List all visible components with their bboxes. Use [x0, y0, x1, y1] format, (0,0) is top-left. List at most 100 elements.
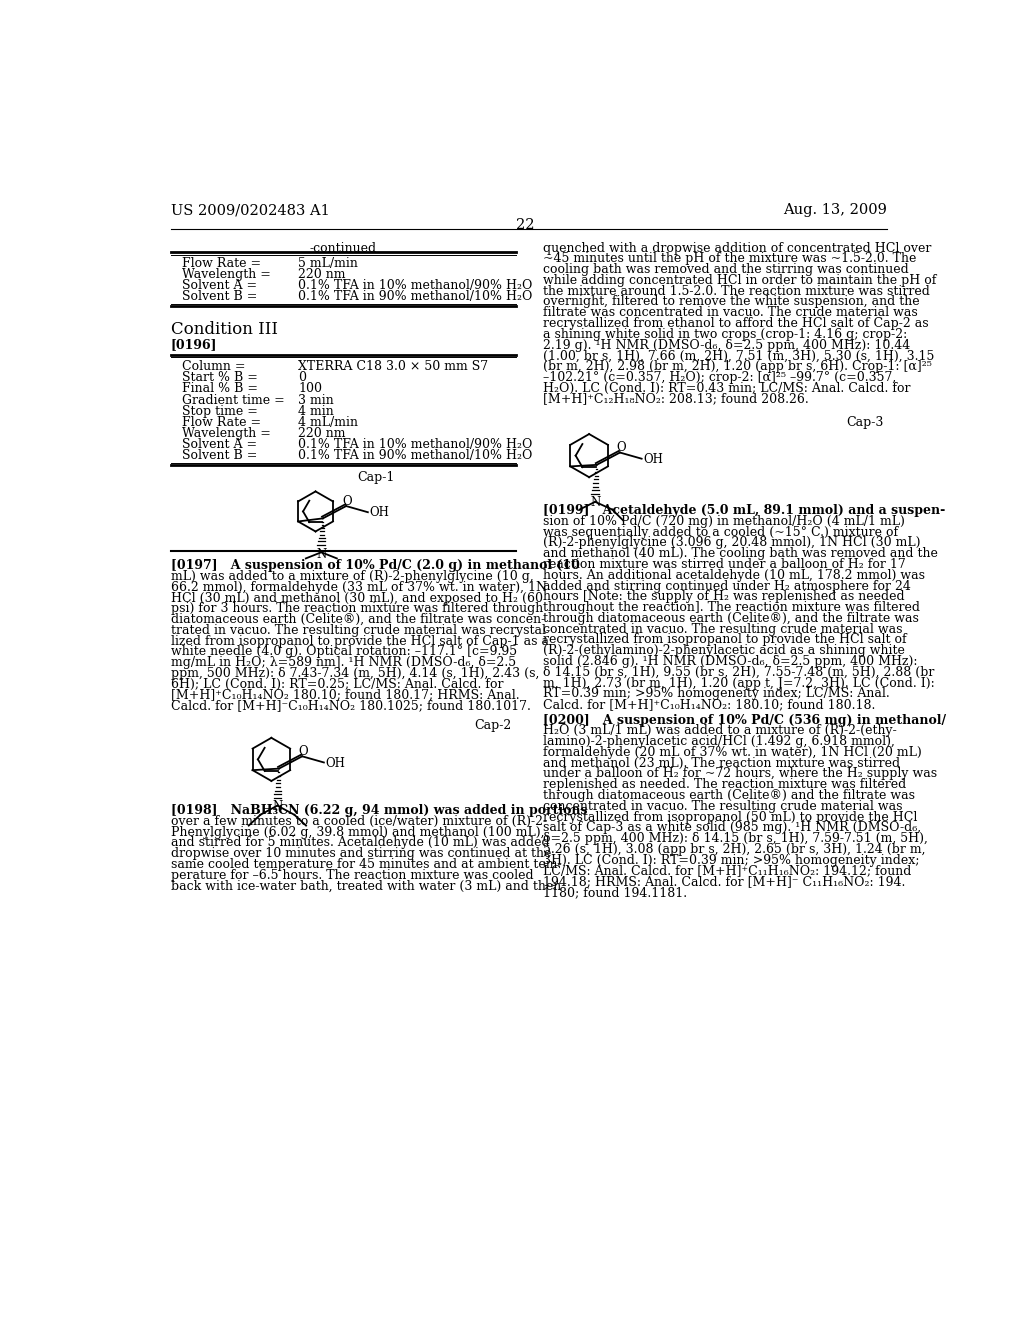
Text: 4 mL/min: 4 mL/min — [299, 416, 358, 429]
Text: 0.1% TFA in 10% methanol/90% H₂O: 0.1% TFA in 10% methanol/90% H₂O — [299, 280, 532, 292]
Text: psi) for 3 hours. The reaction mixture was filtered through: psi) for 3 hours. The reaction mixture w… — [171, 602, 543, 615]
Text: 194.18; HRMS: Anal. Calcd. for [M+H]⁻ C₁₁H₁₆NO₂: 194.: 194.18; HRMS: Anal. Calcd. for [M+H]⁻ C₁… — [543, 875, 905, 888]
Text: Calcd. for [M+H]⁻C₁₀H₁₄NO₂ 180.1025; found 180.1017.: Calcd. for [M+H]⁻C₁₀H₁₄NO₂ 180.1025; fou… — [171, 700, 530, 713]
Text: replenished as needed. The reaction mixture was filtered: replenished as needed. The reaction mixt… — [543, 779, 906, 791]
Text: HCl (30 mL) and methanol (30 mL), and exposed to H₂ (60: HCl (30 mL) and methanol (30 mL), and ex… — [171, 591, 543, 605]
Text: [0196]: [0196] — [171, 338, 217, 351]
Text: concentrated in vacuo. The resulting crude material was: concentrated in vacuo. The resulting cru… — [543, 800, 902, 813]
Text: N: N — [272, 800, 283, 813]
Text: reaction mixture was stirred under a balloon of H₂ for 17: reaction mixture was stirred under a bal… — [543, 558, 905, 572]
Text: 6H); LC (Cond. I): RT=0.25; LC/MS: Anal. Calcd. for: 6H); LC (Cond. I): RT=0.25; LC/MS: Anal.… — [171, 677, 503, 690]
Text: same cooled temperature for 45 minutes and at ambient tem-: same cooled temperature for 45 minutes a… — [171, 858, 561, 871]
Text: Cap-1: Cap-1 — [357, 471, 394, 483]
Text: overnight, filtered to remove the white suspension, and the: overnight, filtered to remove the white … — [543, 296, 920, 309]
Text: 0: 0 — [299, 371, 306, 384]
Text: over a few minutes to a cooled (ice/water) mixture of (R)-2-: over a few minutes to a cooled (ice/wate… — [171, 814, 547, 828]
Text: solid (2.846 g). ¹H NMR (DMSO-d₆, δ=2.5 ppm, 400 MHz):: solid (2.846 g). ¹H NMR (DMSO-d₆, δ=2.5 … — [543, 655, 918, 668]
Text: N: N — [590, 496, 600, 510]
Text: [M+H]⁺C₁₀H₁₄NO₂ 180.10; found 180.17; HRMS: Anal.: [M+H]⁺C₁₀H₁₄NO₂ 180.10; found 180.17; HR… — [171, 689, 519, 701]
Text: 22: 22 — [515, 218, 535, 232]
Text: (R)-2-(ethylamino)-2-phenylacetic acid as a shining white: (R)-2-(ethylamino)-2-phenylacetic acid a… — [543, 644, 904, 657]
Text: and methanol (23 mL). The reaction mixture was stirred: and methanol (23 mL). The reaction mixtu… — [543, 756, 900, 770]
Text: Wavelength =: Wavelength = — [182, 268, 271, 281]
Text: Start % B =: Start % B = — [182, 371, 258, 384]
Text: ppm, 500 MHz): δ 7.43-7.34 (m, 5H), 4.14 (s, 1H), 2.43 (s,: ppm, 500 MHz): δ 7.43-7.34 (m, 5H), 4.14… — [171, 667, 539, 680]
Text: 66.2 mmol), formaldehyde (33 mL of 37% wt. in water), 1N: 66.2 mmol), formaldehyde (33 mL of 37% w… — [171, 581, 547, 594]
Text: LC/MS: Anal. Calcd. for [M+H]⁺C₁₁H₁₆NO₂: 194.12; found: LC/MS: Anal. Calcd. for [M+H]⁺C₁₁H₁₆NO₂:… — [543, 865, 911, 878]
Text: perature for –6.5 hours. The reaction mixture was cooled: perature for –6.5 hours. The reaction mi… — [171, 869, 534, 882]
Text: Phenylglycine (6.02 g, 39.8 mmol) and methanol (100 mL),: Phenylglycine (6.02 g, 39.8 mmol) and me… — [171, 825, 544, 838]
Text: recrystallized from ethanol to afford the HCl salt of Cap-2 as: recrystallized from ethanol to afford th… — [543, 317, 928, 330]
Text: ~45 minutes until the pH of the mixture was ~1.5-2.0. The: ~45 minutes until the pH of the mixture … — [543, 252, 916, 265]
Text: 3 min: 3 min — [299, 393, 334, 407]
Text: –102.21° (c=0.357, H₂O); crop-2: [α]²⁵ –99.7° (c=0.357,: –102.21° (c=0.357, H₂O); crop-2: [α]²⁵ –… — [543, 371, 896, 384]
Text: Solvent B =: Solvent B = — [182, 290, 258, 304]
Text: Aug. 13, 2009: Aug. 13, 2009 — [783, 203, 887, 216]
Text: Cap-3: Cap-3 — [846, 416, 884, 429]
Text: Flow Rate =: Flow Rate = — [182, 257, 261, 271]
Text: lamino)-2-phenylacetic acid/HCl (1.492 g, 6.918 mmol),: lamino)-2-phenylacetic acid/HCl (1.492 g… — [543, 735, 895, 748]
Text: Condition III: Condition III — [171, 321, 278, 338]
Text: δ=2.5 ppm, 400 MHz): δ 14.15 (br s, 1H), 7.59-7.51 (m, 5H),: δ=2.5 ppm, 400 MHz): δ 14.15 (br s, 1H),… — [543, 832, 928, 845]
Text: throughout the reaction]. The reaction mixture was filtered: throughout the reaction]. The reaction m… — [543, 601, 920, 614]
Text: Solvent A =: Solvent A = — [182, 438, 257, 451]
Text: 1180; found 194.1181.: 1180; found 194.1181. — [543, 886, 687, 899]
Text: through diatomaceous earth (Celite®), and the filtrate was: through diatomaceous earth (Celite®), an… — [543, 612, 919, 624]
Text: trated in vacuo. The resulting crude material was recrystal-: trated in vacuo. The resulting crude mat… — [171, 624, 550, 636]
Text: Final % B =: Final % B = — [182, 383, 258, 396]
Text: through diatomaceous earth (Celite®) and the filtrate was: through diatomaceous earth (Celite®) and… — [543, 789, 914, 803]
Text: Solvent B =: Solvent B = — [182, 449, 258, 462]
Text: 5 mL/min: 5 mL/min — [299, 257, 358, 271]
Text: dropwise over 10 minutes and stirring was continued at the: dropwise over 10 minutes and stirring wa… — [171, 847, 551, 861]
Text: 220 nm: 220 nm — [299, 268, 346, 281]
Text: Solvent A =: Solvent A = — [182, 280, 257, 292]
Text: Calcd. for [M+H]⁺C₁₀H₁₄NO₂: 180.10; found 180.18.: Calcd. for [M+H]⁺C₁₀H₁₄NO₂: 180.10; foun… — [543, 698, 874, 711]
Text: δ 14.15 (br s, 1H), 9.55 (br s, 2H), 7.55-7.48 (m, 5H), 2.88 (br: δ 14.15 (br s, 1H), 9.55 (br s, 2H), 7.5… — [543, 665, 934, 678]
Text: back with ice-water bath, treated with water (3 mL) and then: back with ice-water bath, treated with w… — [171, 879, 561, 892]
Text: lized from isopropanol to provide the HCl salt of Cap-1 as a: lized from isopropanol to provide the HC… — [171, 635, 549, 648]
Text: [0200]   A suspension of 10% Pd/C (536 mg) in methanol/: [0200] A suspension of 10% Pd/C (536 mg)… — [543, 714, 946, 726]
Text: under a balloon of H₂ for ~72 hours, where the H₂ supply was: under a balloon of H₂ for ~72 hours, whe… — [543, 767, 937, 780]
Text: OH: OH — [370, 507, 389, 520]
Text: recrystallized from isopropanol (50 mL) to provide the HCl: recrystallized from isopropanol (50 mL) … — [543, 810, 918, 824]
Text: H₂O (3 mL/1 mL) was added to a mixture of (R)-2-(ethy-: H₂O (3 mL/1 mL) was added to a mixture o… — [543, 725, 896, 738]
Text: (1.00, br s, 1H), 7.66 (m, 2H), 7.51 (m, 3H), 5.30 (s, 1H), 3.15: (1.00, br s, 1H), 7.66 (m, 2H), 7.51 (m,… — [543, 350, 934, 363]
Text: 2.19 g). ¹H NMR (DMSO-d₆, δ=2.5 ppm, 400 MHz): 10.44: 2.19 g). ¹H NMR (DMSO-d₆, δ=2.5 ppm, 400… — [543, 339, 910, 351]
Text: (br m, 2H), 2.98 (br m, 2H), 1.20 (app br s, 6H). Crop-1: [α]²⁵: (br m, 2H), 2.98 (br m, 2H), 1.20 (app b… — [543, 360, 932, 374]
Text: RT=0.39 min; >95% homogeneity index; LC/MS: Anal.: RT=0.39 min; >95% homogeneity index; LC/… — [543, 688, 890, 701]
Text: N: N — [316, 548, 327, 561]
Text: concentrated in vacuo. The resulting crude material was: concentrated in vacuo. The resulting cru… — [543, 623, 902, 636]
Text: quenched with a dropwise addition of concentrated HCl over: quenched with a dropwise addition of con… — [543, 242, 931, 255]
Text: US 2009/0202483 A1: US 2009/0202483 A1 — [171, 203, 330, 216]
Text: and stirred for 5 minutes. Acetaldehyde (10 mL) was added: and stirred for 5 minutes. Acetaldehyde … — [171, 837, 549, 849]
Text: OH: OH — [326, 756, 345, 770]
Text: filtrate was concentrated in vacuo. The crude material was: filtrate was concentrated in vacuo. The … — [543, 306, 918, 319]
Text: H₂O). LC (Cond. I): RT=0.43 min; LC/MS: Anal. Calcd. for: H₂O). LC (Cond. I): RT=0.43 min; LC/MS: … — [543, 381, 910, 395]
Text: 0.1% TFA in 90% methanol/10% H₂O: 0.1% TFA in 90% methanol/10% H₂O — [299, 290, 532, 304]
Text: [M+H]⁺C₁₂H₁₈NO₂: 208.13; found 208.26.: [M+H]⁺C₁₂H₁₈NO₂: 208.13; found 208.26. — [543, 392, 808, 405]
Text: [0199]   Acetaldehyde (5.0 mL, 89.1 mmol) and a suspen-: [0199] Acetaldehyde (5.0 mL, 89.1 mmol) … — [543, 504, 945, 517]
Text: [0198]   NaBH₃CN (6.22 g, 94 mmol) was added in portions: [0198] NaBH₃CN (6.22 g, 94 mmol) was add… — [171, 804, 587, 817]
Text: sion of 10% Pd/C (720 mg) in methanol/H₂O (4 mL/1 mL): sion of 10% Pd/C (720 mg) in methanol/H₂… — [543, 515, 904, 528]
Text: Column =: Column = — [182, 360, 246, 374]
Text: the mixture around 1.5-2.0. The reaction mixture was stirred: the mixture around 1.5-2.0. The reaction… — [543, 285, 930, 298]
Text: mg/mL in H₂O; λ=589 nm]. ¹H NMR (DMSO-d₆, δ=2.5: mg/mL in H₂O; λ=589 nm]. ¹H NMR (DMSO-d₆… — [171, 656, 516, 669]
Text: added and stirring continued under H₂ atmosphere for 24: added and stirring continued under H₂ at… — [543, 579, 910, 593]
Text: 220 nm: 220 nm — [299, 428, 346, 440]
Text: OH: OH — [643, 453, 664, 466]
Text: 5.26 (s, 1H), 3.08 (app br s, 2H), 2.65 (br s, 3H), 1.24 (br m,: 5.26 (s, 1H), 3.08 (app br s, 2H), 2.65 … — [543, 843, 925, 855]
Text: recrystallized from isopropanol to provide the HCl salt of: recrystallized from isopropanol to provi… — [543, 634, 906, 647]
Text: Cap-2: Cap-2 — [474, 719, 512, 733]
Text: 3H). LC (Cond. I): RT=0.39 min; >95% homogeneity index;: 3H). LC (Cond. I): RT=0.39 min; >95% hom… — [543, 854, 920, 867]
Text: and methanol (40 mL). The cooling bath was removed and the: and methanol (40 mL). The cooling bath w… — [543, 548, 938, 560]
Text: Flow Rate =: Flow Rate = — [182, 416, 261, 429]
Text: 4 min: 4 min — [299, 405, 334, 418]
Text: white needle (4.0 g). Optical rotation: –117.1° [c=9.95: white needle (4.0 g). Optical rotation: … — [171, 645, 517, 659]
Text: mL) was added to a mixture of (R)-2-phenylglycine (10 g,: mL) was added to a mixture of (R)-2-phen… — [171, 570, 534, 583]
Text: formaldehyde (20 mL of 37% wt. in water), 1N HCl (20 mL): formaldehyde (20 mL of 37% wt. in water)… — [543, 746, 922, 759]
Text: was sequentially added to a cooled (~15° C.) mixture of: was sequentially added to a cooled (~15°… — [543, 525, 898, 539]
Text: Wavelength =: Wavelength = — [182, 428, 271, 440]
Text: 100: 100 — [299, 383, 323, 396]
Text: O: O — [298, 746, 308, 758]
Text: while adding concentrated HCl in order to maintain the pH of: while adding concentrated HCl in order t… — [543, 275, 936, 286]
